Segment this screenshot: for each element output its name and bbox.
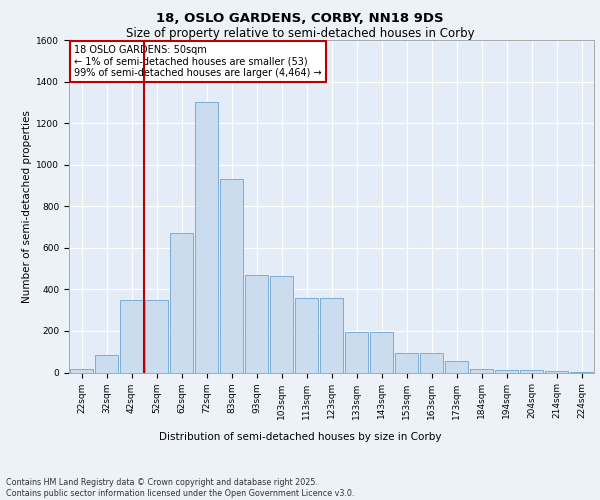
Bar [445,361,469,372]
Bar [119,300,143,372]
Bar [395,353,418,372]
Text: Distribution of semi-detached houses by size in Corby: Distribution of semi-detached houses by … [159,432,441,442]
Bar [320,298,343,372]
Bar [470,370,493,372]
Bar [494,370,518,372]
Bar [520,370,544,372]
Bar [145,300,169,372]
Text: 18 OSLO GARDENS: 50sqm
← 1% of semi-detached houses are smaller (53)
99% of semi: 18 OSLO GARDENS: 50sqm ← 1% of semi-deta… [74,45,322,78]
Bar [70,370,94,372]
Bar [545,371,568,372]
Text: Size of property relative to semi-detached houses in Corby: Size of property relative to semi-detach… [125,28,475,40]
Bar [170,234,193,372]
Bar [295,298,319,372]
Text: Contains HM Land Registry data © Crown copyright and database right 2025.
Contai: Contains HM Land Registry data © Crown c… [6,478,355,498]
Bar [194,102,218,372]
Bar [95,355,118,372]
Bar [245,275,268,372]
Text: 18, OSLO GARDENS, CORBY, NN18 9DS: 18, OSLO GARDENS, CORBY, NN18 9DS [156,12,444,26]
Bar [419,353,443,372]
Bar [344,332,368,372]
Bar [370,332,394,372]
Bar [269,276,293,372]
Bar [220,179,244,372]
Y-axis label: Number of semi-detached properties: Number of semi-detached properties [22,110,32,302]
